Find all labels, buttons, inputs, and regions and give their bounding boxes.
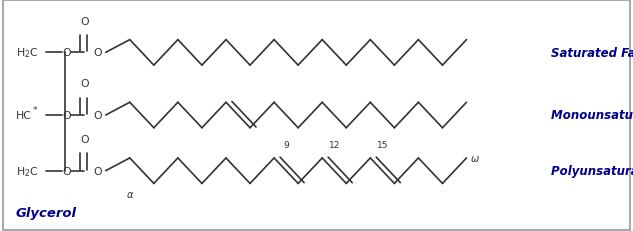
Text: O: O bbox=[62, 166, 71, 176]
Text: O: O bbox=[93, 48, 102, 58]
Text: 9: 9 bbox=[283, 140, 289, 149]
Text: 15: 15 bbox=[377, 140, 388, 149]
Text: HC: HC bbox=[16, 110, 32, 121]
Text: Monounsaturated Fatty Acid: Monounsaturated Fatty Acid bbox=[551, 109, 633, 122]
Text: 12: 12 bbox=[329, 140, 340, 149]
Text: $\alpha$: $\alpha$ bbox=[125, 189, 134, 199]
Text: O: O bbox=[80, 134, 89, 144]
Text: O: O bbox=[62, 110, 71, 121]
Text: O: O bbox=[93, 166, 102, 176]
Text: $\omega$: $\omega$ bbox=[470, 153, 479, 163]
Text: Saturated Fatty Acid: Saturated Fatty Acid bbox=[551, 47, 633, 60]
Text: Glycerol: Glycerol bbox=[16, 206, 77, 219]
Text: O: O bbox=[80, 17, 89, 27]
Text: O: O bbox=[93, 110, 102, 121]
Text: H$_2$C: H$_2$C bbox=[16, 46, 38, 60]
Text: O: O bbox=[80, 79, 89, 89]
Text: Polyunsaturated Fatty Acid: Polyunsaturated Fatty Acid bbox=[551, 164, 633, 177]
Text: O: O bbox=[62, 48, 71, 58]
Text: *: * bbox=[33, 105, 38, 114]
Text: H$_2$C: H$_2$C bbox=[16, 164, 38, 178]
